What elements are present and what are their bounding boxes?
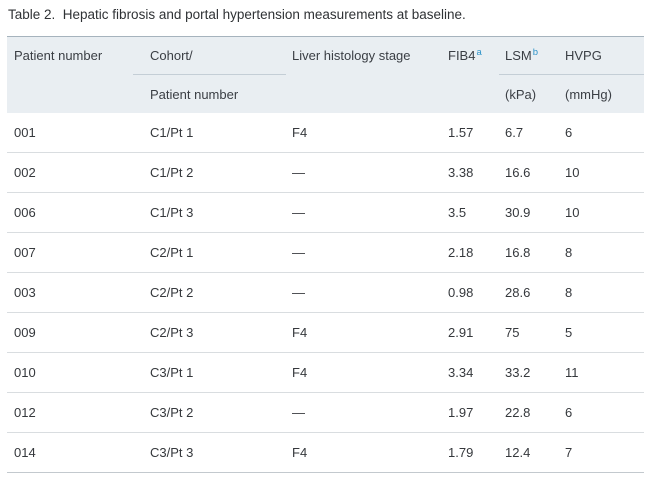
cell-hvpg: 10: [565, 165, 580, 180]
table-body: 001 C1/Pt 1 F4 1.57 6.7 6 002 C1/Pt 2 — 3.38 16.6 1…: [7, 113, 644, 473]
cell-patient-number: 014: [14, 445, 36, 460]
footnote-ref-b[interactable]: b: [532, 47, 539, 58]
cell-cohort-patient: C2/Pt 1: [150, 245, 194, 260]
cell-cohort-patient: C3/Pt 2: [150, 405, 194, 420]
cell-cohort-patient: C1/Pt 1: [150, 124, 194, 140]
cell-cohort-patient: C3/Pt 3: [150, 445, 194, 460]
cell-fib4: 3.38: [448, 165, 474, 180]
cell-hvpg: 8: [565, 285, 573, 300]
header-row-1: Patient number Cohort/ Liver histology s…: [7, 36, 644, 113]
cell-hvpg: 6: [565, 405, 573, 420]
col-header-patient-number: Patient number: [7, 36, 133, 113]
col-header-fib4-label: FIB4: [448, 48, 476, 63]
cell-hvpg: 5: [565, 325, 573, 340]
cell-fib4: 2.91: [448, 325, 474, 340]
col-header-cohort: Cohort/: [133, 36, 286, 75]
cell-patient-number: 012: [14, 405, 36, 420]
cell-histology-stage: —: [292, 165, 305, 180]
cell-lsm: 33.2: [505, 365, 531, 380]
cell-lsm: 16.8: [505, 245, 531, 260]
cell-lsm: 12.4: [505, 445, 531, 460]
table-row: 003 C2/Pt 2 — 0.98 28.6 8: [7, 272, 644, 313]
table-row: 010 C3/Pt 1 F4 3.34 33.2 11: [7, 352, 644, 393]
cell-histology-stage: F4: [292, 365, 308, 380]
cell-lsm: 75: [505, 325, 520, 340]
cell-lsm: 22.8: [505, 405, 531, 420]
cell-cohort-patient: C2/Pt 2: [150, 285, 194, 300]
cell-histology-stage: F4: [292, 325, 308, 340]
table-caption: Table 2. Hepatic fibrosis and portal hyp…: [8, 7, 466, 22]
table-row: 007 C2/Pt 1 — 2.18 16.8 8: [7, 232, 644, 273]
col-header-hvpg: HVPG: [560, 36, 644, 75]
cell-hvpg: 6: [565, 124, 573, 140]
cell-patient-number: 009: [14, 325, 36, 340]
header-row-2: Patient number (kPa) (mmHg): [7, 74, 644, 113]
cell-histology-stage: —: [292, 405, 305, 420]
col-header-liver-histology-stage: Liver histology stage: [286, 36, 443, 113]
cell-patient-number: 007: [14, 245, 36, 260]
cell-cohort-patient: C1/Pt 2: [150, 165, 194, 180]
col-subheader-patient-number: Patient number: [133, 74, 286, 113]
cell-hvpg: 8: [565, 245, 573, 260]
cell-patient-number: 010: [14, 365, 36, 380]
cell-patient-number: 003: [14, 285, 36, 300]
cell-cohort-patient: C3/Pt 1: [150, 365, 194, 380]
table-row: 014 C3/Pt 3 F4 1.79 12.4 7: [7, 432, 644, 473]
table-row: 009 C2/Pt 3 F4 2.91 75 5: [7, 312, 644, 353]
col-header-lsm-label: LSM: [505, 48, 532, 63]
cell-fib4: 2.18: [448, 245, 474, 260]
cell-patient-number: 001: [14, 124, 36, 140]
cell-lsm: 6.7: [505, 124, 524, 140]
cell-histology-stage: F4: [292, 124, 308, 140]
cell-fib4: 0.98: [448, 285, 474, 300]
cell-patient-number: 006: [14, 205, 36, 220]
cell-lsm: 28.6: [505, 285, 531, 300]
cell-histology-stage: F4: [292, 445, 308, 460]
col-subheader-hvpg-units: (mmHg): [560, 74, 644, 113]
cell-patient-number: 002: [14, 165, 36, 180]
cell-hvpg: 11: [565, 365, 579, 380]
cell-fib4: 1.57: [448, 124, 474, 140]
table-row: 012 C3/Pt 2 — 1.97 22.8 6: [7, 392, 644, 433]
col-subheader-lsm-units: (kPa): [499, 74, 560, 113]
cell-fib4: 1.97: [448, 405, 474, 420]
table-row: 001 C1/Pt 1 F4 1.57 6.7 6: [7, 113, 644, 153]
cell-hvpg: 10: [565, 205, 580, 220]
cell-histology-stage: —: [292, 245, 305, 260]
footnote-ref-a[interactable]: a: [476, 47, 482, 58]
cell-histology-stage: —: [292, 285, 305, 300]
cell-fib4: 1.79: [448, 445, 474, 460]
table-row: 006 C1/Pt 3 — 3.5 30.9 10: [7, 192, 644, 233]
cell-cohort-patient: C1/Pt 3: [150, 205, 194, 220]
col-header-lsm: LSMb: [499, 36, 560, 75]
cell-lsm: 16.6: [505, 165, 531, 180]
baseline-measurements-table: Patient number Cohort/ Liver histology s…: [7, 36, 644, 473]
col-header-fib4: FIB4a: [443, 36, 499, 113]
cell-fib4: 3.34: [448, 365, 474, 380]
table-header: Patient number Cohort/ Liver histology s…: [7, 36, 644, 113]
cell-fib4: 3.5: [448, 205, 467, 220]
cell-lsm: 30.9: [505, 205, 531, 220]
cell-hvpg: 7: [565, 445, 573, 460]
cell-histology-stage: —: [292, 205, 305, 220]
cell-cohort-patient: C2/Pt 3: [150, 325, 194, 340]
table-row: 002 C1/Pt 2 — 3.38 16.6 10: [7, 152, 644, 193]
